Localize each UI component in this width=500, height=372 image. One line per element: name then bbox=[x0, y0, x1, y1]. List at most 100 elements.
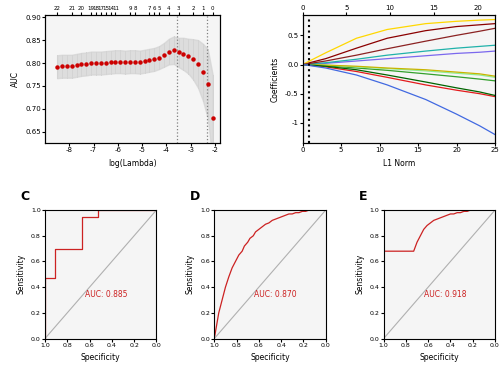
USP13 bbox=[322, 66, 328, 70]
Line: ROR1: ROR1 bbox=[302, 64, 495, 96]
PRRG4 bbox=[422, 22, 428, 26]
SEC14L4 bbox=[492, 26, 498, 31]
CLEC4A bbox=[300, 62, 306, 67]
PGM1 bbox=[422, 68, 428, 72]
AQP1 bbox=[476, 92, 482, 96]
SEC14L4 bbox=[322, 59, 328, 63]
RS1 bbox=[476, 44, 482, 49]
Line: PGM1: PGM1 bbox=[302, 64, 495, 76]
GPC4 bbox=[476, 23, 482, 27]
USP13 bbox=[492, 132, 498, 137]
X-axis label: Specificity: Specificity bbox=[420, 353, 459, 362]
GPC4 bbox=[454, 24, 460, 29]
ROR1 bbox=[476, 90, 482, 94]
RS1 bbox=[354, 57, 360, 61]
Text: B: B bbox=[284, 0, 293, 1]
SEC14L4 bbox=[300, 62, 306, 67]
Line: GPC4: GPC4 bbox=[302, 24, 495, 64]
ROR1 bbox=[300, 62, 306, 67]
USP13 bbox=[422, 97, 428, 102]
SEC14L4 bbox=[454, 33, 460, 38]
Text: A: A bbox=[10, 0, 20, 1]
CLEC4A bbox=[476, 77, 482, 81]
GPR39 bbox=[492, 75, 498, 80]
Y-axis label: Sensitivity: Sensitivity bbox=[186, 254, 194, 294]
PDCL3 bbox=[492, 49, 498, 53]
GPR39 bbox=[454, 71, 460, 76]
AQP1 bbox=[384, 75, 390, 80]
Text: D: D bbox=[190, 190, 200, 203]
AQP1 bbox=[492, 94, 498, 99]
PRRG4 bbox=[476, 18, 482, 22]
CLEC4A bbox=[422, 71, 428, 76]
PDCL3 bbox=[384, 57, 390, 61]
PGM1 bbox=[454, 70, 460, 74]
CLEC4A bbox=[354, 66, 360, 70]
AQP1 bbox=[300, 62, 306, 67]
AQP1 bbox=[354, 69, 360, 74]
CLEC4A bbox=[492, 78, 498, 83]
USP13 bbox=[300, 62, 306, 67]
PRRG4 bbox=[384, 27, 390, 32]
RS1 bbox=[300, 62, 306, 67]
RS1 bbox=[384, 53, 390, 57]
USP13 bbox=[384, 83, 390, 87]
GPR39 bbox=[354, 65, 360, 69]
ROR1 bbox=[384, 73, 390, 77]
GPC4 bbox=[322, 57, 328, 61]
Text: AUC: 0.918: AUC: 0.918 bbox=[424, 291, 466, 299]
PRRG4 bbox=[300, 62, 306, 67]
Line: CLEC4A: CLEC4A bbox=[302, 64, 495, 81]
GPC4 bbox=[492, 22, 498, 26]
SEC14L4 bbox=[354, 53, 360, 57]
PRRG4 bbox=[322, 51, 328, 55]
RS1 bbox=[322, 61, 328, 65]
CLEC4A bbox=[384, 68, 390, 73]
RS1 bbox=[422, 49, 428, 53]
Line: USP13: USP13 bbox=[302, 64, 495, 135]
PGM1 bbox=[492, 74, 498, 78]
X-axis label: Specificity: Specificity bbox=[81, 353, 120, 362]
PGM1 bbox=[322, 63, 328, 67]
PGM1 bbox=[354, 64, 360, 68]
GPC4 bbox=[300, 62, 306, 67]
SEC14L4 bbox=[422, 39, 428, 44]
PGM1 bbox=[300, 62, 306, 67]
Text: AUC: 0.885: AUC: 0.885 bbox=[85, 291, 128, 299]
ROR1 bbox=[492, 93, 498, 98]
AQP1 bbox=[454, 88, 460, 92]
GPC4 bbox=[384, 36, 390, 41]
ROR1 bbox=[322, 64, 328, 68]
AQP1 bbox=[422, 83, 428, 87]
PDCL3 bbox=[476, 50, 482, 54]
USP13 bbox=[354, 73, 360, 77]
GPC4 bbox=[422, 28, 428, 33]
GPR39 bbox=[300, 62, 306, 67]
X-axis label: Specificity: Specificity bbox=[250, 353, 290, 362]
AQP1 bbox=[322, 65, 328, 69]
CLEC4A bbox=[454, 74, 460, 79]
RS1 bbox=[492, 43, 498, 48]
Text: E: E bbox=[359, 190, 368, 203]
GPR39 bbox=[384, 66, 390, 71]
PRRG4 bbox=[492, 17, 498, 22]
USP13 bbox=[476, 124, 482, 128]
PRRG4 bbox=[454, 19, 460, 23]
Text: C: C bbox=[20, 190, 30, 203]
Line: GPR39: GPR39 bbox=[302, 64, 495, 77]
SEC14L4 bbox=[476, 29, 482, 33]
PGM1 bbox=[384, 66, 390, 70]
Text: AUC: 0.870: AUC: 0.870 bbox=[254, 291, 297, 299]
X-axis label: log(Lambda): log(Lambda) bbox=[108, 159, 157, 168]
PDCL3 bbox=[354, 59, 360, 63]
Line: PDCL3: PDCL3 bbox=[302, 51, 495, 64]
Line: PRRG4: PRRG4 bbox=[302, 20, 495, 64]
X-axis label: L1 Norm: L1 Norm bbox=[382, 159, 415, 168]
PRRG4 bbox=[354, 36, 360, 41]
Y-axis label: Sensitivity: Sensitivity bbox=[355, 254, 364, 294]
ROR1 bbox=[354, 68, 360, 72]
Y-axis label: AUC: AUC bbox=[10, 71, 20, 87]
PDCL3 bbox=[454, 51, 460, 56]
GPR39 bbox=[422, 69, 428, 73]
Line: AQP1: AQP1 bbox=[302, 64, 495, 97]
